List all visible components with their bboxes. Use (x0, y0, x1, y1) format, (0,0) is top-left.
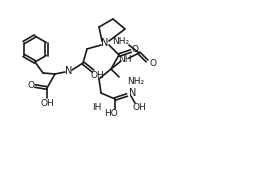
Text: IH: IH (92, 103, 102, 112)
Text: OH: OH (40, 99, 54, 107)
Text: O: O (27, 81, 35, 91)
Text: O: O (131, 44, 139, 54)
Text: HO: HO (104, 110, 118, 118)
Text: N: N (65, 66, 73, 76)
Text: N: N (129, 88, 137, 98)
Text: NH₂: NH₂ (127, 77, 144, 86)
Text: OH: OH (132, 103, 146, 112)
Text: NH: NH (118, 54, 132, 64)
Text: OH: OH (90, 70, 104, 79)
Text: N: N (101, 38, 109, 48)
Text: O: O (149, 58, 156, 67)
Text: NH₂: NH₂ (113, 37, 130, 45)
